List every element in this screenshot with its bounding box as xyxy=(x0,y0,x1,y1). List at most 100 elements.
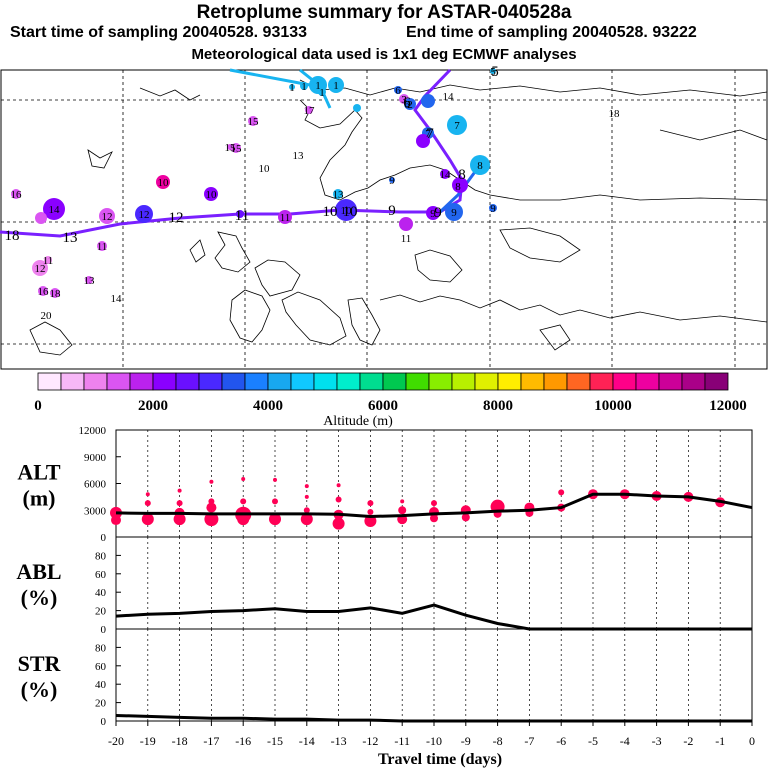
colorbar-swatch xyxy=(612,372,637,391)
x-tick-label: -1 xyxy=(715,734,725,748)
colorbar-swatch xyxy=(221,372,246,391)
x-tick-label: -16 xyxy=(235,734,251,748)
altitude-point xyxy=(303,507,310,514)
colorbar-swatch xyxy=(497,372,522,391)
cluster-marker xyxy=(135,205,153,223)
altitude-point xyxy=(237,513,250,526)
trajectory-day-label: 8 xyxy=(458,167,466,183)
altitude-point xyxy=(110,506,122,519)
cluster-label: 13 xyxy=(84,275,96,287)
trajectory-lines xyxy=(0,68,482,238)
cluster-label: 3 xyxy=(401,94,407,106)
cluster-marker xyxy=(85,276,93,284)
cluster-label: 5 xyxy=(490,66,496,78)
cluster-label: 11 xyxy=(280,212,291,224)
colorbar-swatch xyxy=(198,372,223,391)
colorbar-tick-label: 10000 xyxy=(594,398,632,414)
x-tick-label: -13 xyxy=(331,734,347,748)
colorbar-label: Altitude (m) xyxy=(323,414,393,429)
altitude-point xyxy=(272,498,278,505)
altitude-point xyxy=(241,477,246,482)
cluster-label: 11 xyxy=(43,255,54,267)
y-tick-label: 9000 xyxy=(84,452,107,464)
cluster-marker xyxy=(470,155,490,175)
colorbar-swatch xyxy=(405,372,430,391)
y-tick-label: 0 xyxy=(101,532,107,544)
cluster-marker xyxy=(404,98,416,110)
cluster-label: 1 xyxy=(315,80,321,92)
trajectory-day-label: 18 xyxy=(5,228,20,244)
colorbar-swatch xyxy=(336,372,361,391)
x-tick-label: 0 xyxy=(749,734,755,748)
colorbar-swatch xyxy=(589,372,614,391)
x-axis-label: Travel time (days) xyxy=(378,751,502,768)
altitude-point xyxy=(558,489,565,496)
cluster-label: 1 xyxy=(319,87,325,99)
start-time-label: Start time of sampling 20040528. 93133 xyxy=(10,24,308,41)
altitude-point xyxy=(240,498,247,505)
cluster-label: 18 xyxy=(50,288,62,300)
cluster-label: 16 xyxy=(11,189,23,201)
colorbar-swatch xyxy=(658,372,683,391)
x-tick-label: -14 xyxy=(299,734,315,748)
altitude-point xyxy=(364,514,377,527)
cluster-label: 12 xyxy=(102,211,113,223)
cluster-marker xyxy=(305,106,313,114)
colorbar-swatch xyxy=(106,372,131,391)
x-tick-label: -5 xyxy=(588,734,598,748)
cluster-marker xyxy=(445,203,463,221)
figure-title: Retroplume summary for ASTAR-040528a xyxy=(196,2,572,23)
altitude-point xyxy=(209,479,214,484)
cluster-label: 20 xyxy=(41,310,53,322)
y-tick-label: 40 xyxy=(95,679,107,691)
cluster-marker xyxy=(394,86,402,94)
x-tick-label: -8 xyxy=(493,734,503,748)
cluster-label: 1 xyxy=(301,81,307,93)
cluster-marker xyxy=(156,175,170,189)
colorbar-swatch xyxy=(129,372,154,391)
trajectory-day-label: 9 xyxy=(434,205,442,221)
colorbar-swatch xyxy=(474,372,499,391)
cluster-label: 15 xyxy=(231,143,243,155)
colorbar-swatch xyxy=(244,372,269,391)
cluster-label: 1 xyxy=(333,80,339,92)
colorbar-swatch xyxy=(704,372,729,391)
cluster-label: 11 xyxy=(97,241,108,253)
coastlines xyxy=(29,79,768,356)
cluster-marker xyxy=(318,88,326,96)
altitude-point xyxy=(145,492,150,497)
cluster-marker xyxy=(43,198,65,220)
altitude-point xyxy=(111,515,121,526)
cluster-label: 16 xyxy=(38,286,50,298)
panel-alt: 0 3000 6000 9000 12000 ALT(m) xyxy=(17,425,753,544)
colorbar-swatch xyxy=(382,372,407,391)
panel-ylabel-unit: (m) xyxy=(23,486,56,511)
x-tick-label: -3 xyxy=(652,734,662,748)
cluster-label: 14 xyxy=(440,169,452,181)
cluster-label: 18 xyxy=(609,108,621,120)
altitude-point xyxy=(400,499,405,504)
cluster-marker xyxy=(426,206,440,220)
altitude-point xyxy=(144,500,151,507)
y-tick-label: 60 xyxy=(95,661,107,673)
cluster-label: 7 xyxy=(425,128,431,140)
cluster-marker xyxy=(289,84,295,90)
colorbar-swatch xyxy=(267,372,292,391)
colorbar-swatch xyxy=(451,372,476,391)
cluster-marker xyxy=(490,68,496,74)
cluster-marker xyxy=(204,187,218,201)
altitude-point xyxy=(367,509,374,516)
cluster-label: 6 xyxy=(404,99,410,111)
colorbar-tick-label: 8000 xyxy=(483,398,513,414)
cluster-marker xyxy=(38,286,48,296)
panel-ylabel-unit: (%) xyxy=(21,585,58,610)
x-tick-label: -19 xyxy=(140,734,156,748)
colorbar-swatch xyxy=(543,372,568,391)
cluster-marker xyxy=(278,210,292,224)
altitude-point xyxy=(335,496,342,503)
cluster-marker xyxy=(335,199,357,221)
colorbar-swatch xyxy=(313,372,338,391)
panel-ylabel-unit: (%) xyxy=(21,677,58,702)
